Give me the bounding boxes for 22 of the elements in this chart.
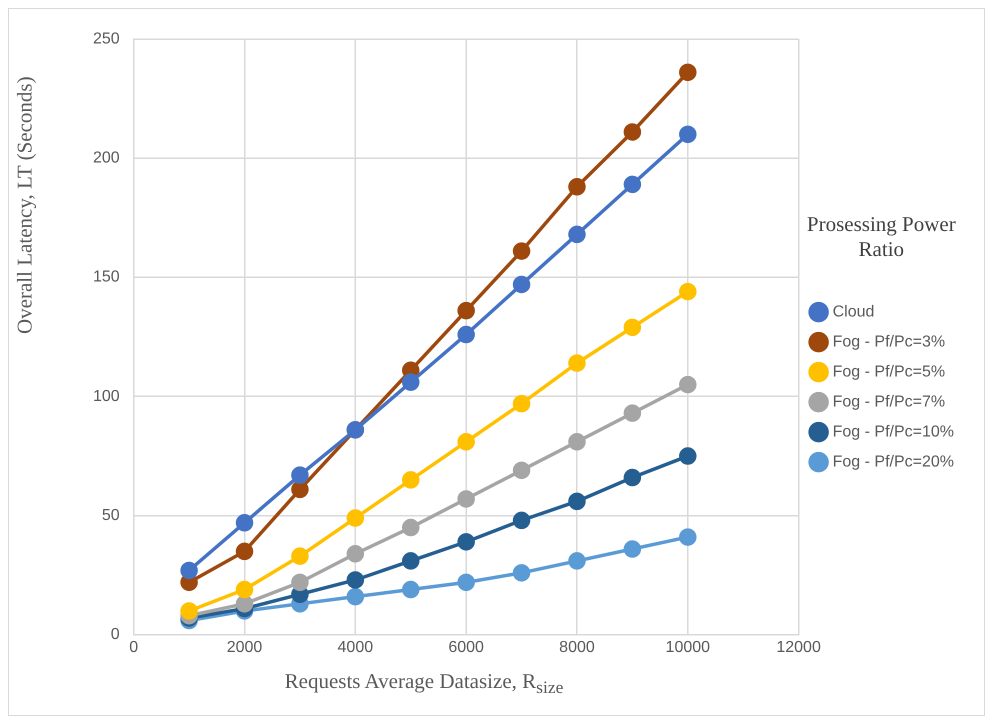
x-tick-label: 12000 (776, 638, 821, 656)
y-tick-label: 150 (92, 268, 120, 286)
x-tick-label: 6000 (448, 638, 484, 656)
legend-label: Fog - Pf/Pc=10% (832, 424, 954, 441)
x-tick-label: 10000 (666, 638, 710, 656)
legend-label: Fog - Pf/Pc=7% (832, 394, 946, 411)
legend-title: Prosessing Power Ratio (806, 212, 956, 262)
x-axis-title: Requests Average Datasize, R$_{size}$ (284, 669, 564, 698)
legend-label: Fog - Pf/Pc=20% (832, 454, 954, 471)
legend-label: Cloud (832, 304, 874, 321)
legend-label: Fog - Pf/Pc=3% (832, 334, 946, 351)
x-tick-label: 0 (129, 638, 138, 656)
x-tick-label: 2000 (226, 638, 262, 656)
x-tick-label: 4000 (338, 638, 374, 656)
y-tick-label: 250 (92, 30, 120, 48)
y-tick-label: 0 (110, 626, 120, 644)
y-tick-label: 50 (102, 507, 120, 524)
x-tick-label: 8000 (559, 638, 595, 656)
y-tick-label: 100 (92, 388, 120, 405)
legend-label: Fog - Pf/Pc=5% (832, 364, 946, 381)
y-tick-label: 200 (92, 150, 120, 167)
y-axis-title: Overall Latency, LT (Seconds) (12, 76, 38, 334)
